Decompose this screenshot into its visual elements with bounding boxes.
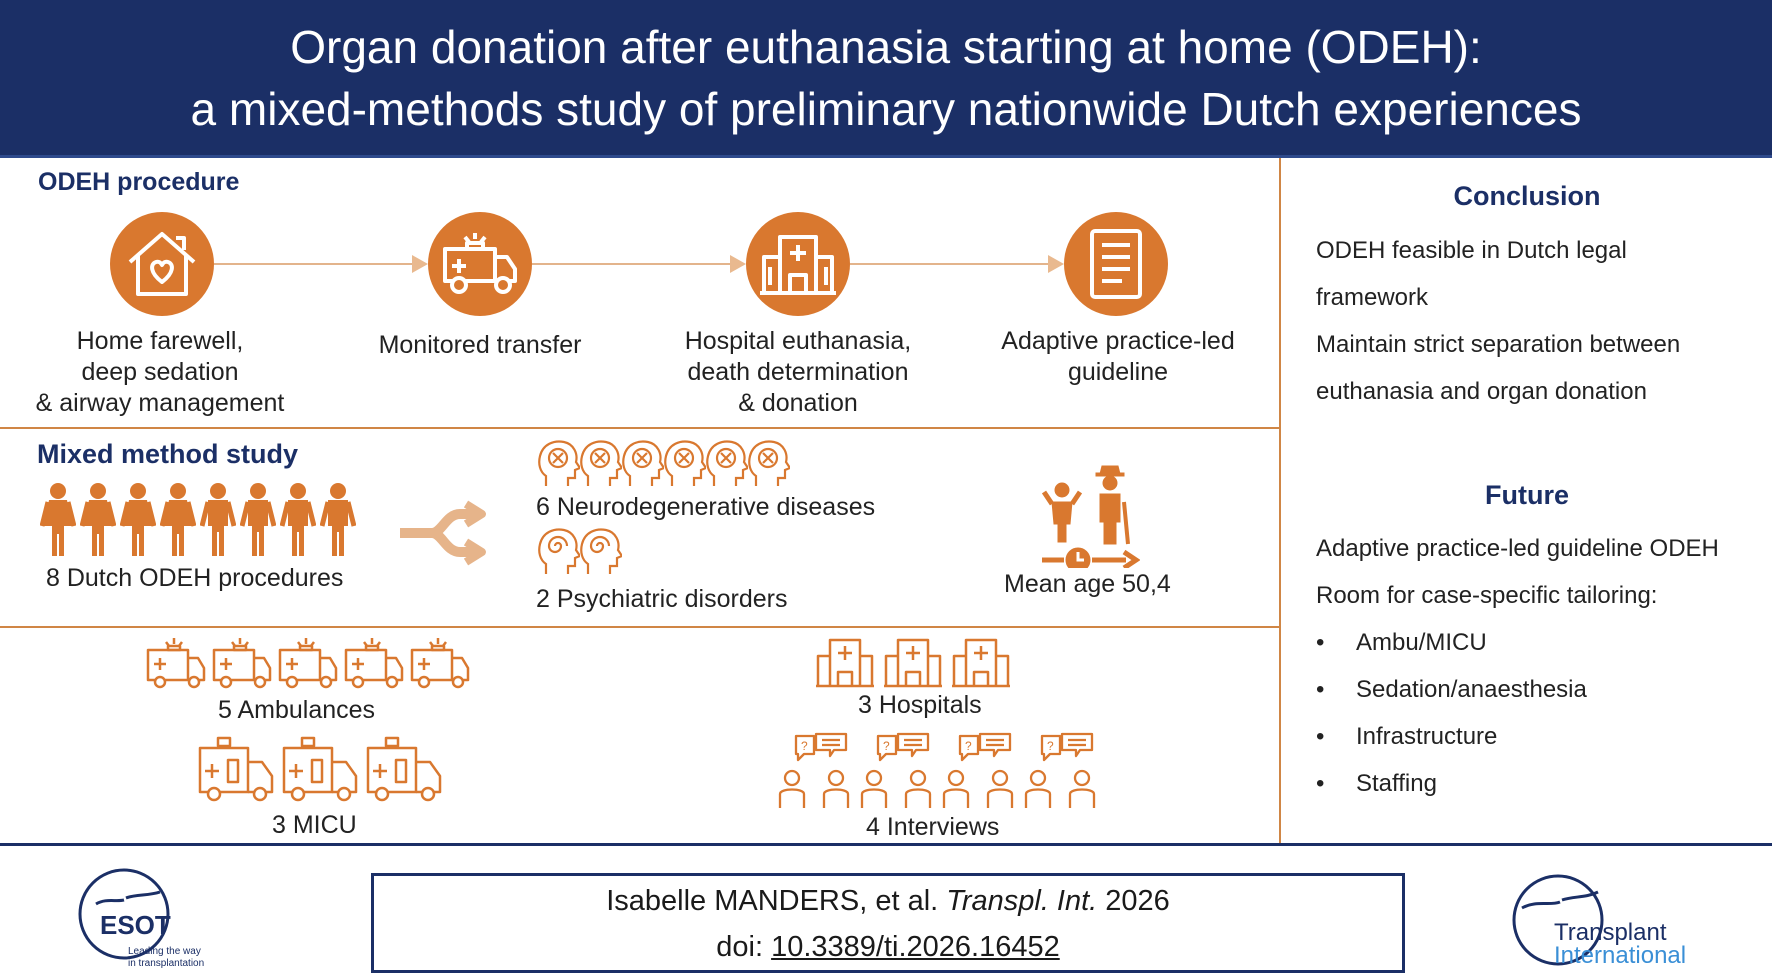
interview-icon-group: ? ? ? ?: [774, 732, 1104, 812]
svg-text:?: ?: [1047, 739, 1054, 753]
psych-label: 2 Psychiatric disorders: [536, 585, 788, 613]
people-icon-group: [40, 482, 360, 558]
hospital-icon: [950, 636, 1012, 688]
ambulance-icon: [408, 636, 472, 692]
ambulance-icon-group: [144, 636, 514, 694]
flow-arrow-1: [214, 255, 428, 273]
conclusion-title: Conclusion: [1453, 181, 1601, 211]
procedure-title: ODEH procedure: [38, 168, 240, 196]
age-timeline-icon: [1040, 452, 1140, 568]
home-heart-icon: [110, 212, 214, 316]
section-divider-1: [0, 427, 1279, 429]
neuro-head-icon-group: [536, 438, 826, 490]
step-3-label: Hospital euthanasia, death determination…: [684, 327, 912, 417]
conclusion-text: ODEH feasible in Dutch legal framework M…: [1316, 237, 1681, 405]
hospital-icon-group: [814, 636, 1044, 688]
svg-text:in transplantation: in transplantation: [128, 958, 204, 969]
neuro-head-icon: [704, 438, 748, 488]
doi-link[interactable]: 10.3389/ti.2026.16452: [771, 931, 1060, 963]
ambulance-icon: [428, 212, 532, 316]
esot-logo: ESOT Leading the way in transplantation: [76, 864, 236, 974]
future-text: Adaptive practice-led guideline ODEH Roo…: [1316, 535, 1719, 609]
ambulance-icon: [144, 636, 208, 692]
future-title: Future: [1485, 480, 1569, 510]
micu-icon: [280, 736, 360, 806]
svg-text:International: International: [1554, 942, 1686, 969]
flow-arrow-3: [850, 255, 1064, 273]
bullet-item: • Staffing: [1316, 770, 1437, 797]
interviews-label: 4 Interviews: [866, 813, 1000, 841]
micu-icon-group: [196, 736, 476, 808]
person-icon: [40, 482, 76, 558]
person-icon: [200, 482, 236, 558]
svg-text:?: ?: [965, 739, 972, 753]
interview-icon: ?: [1020, 732, 1100, 810]
person-icon: [120, 482, 156, 558]
psych-head-icon: [578, 526, 622, 576]
flow-arrow-2: [532, 255, 746, 273]
step-1-label: Home farewell, deep sedation & airway ma…: [35, 327, 285, 417]
step-4-label: Adaptive practice-led guideline: [1001, 327, 1235, 386]
interview-icon: ?: [856, 732, 936, 810]
hospitals-label: 3 Hospitals: [858, 691, 982, 719]
hospital-icon: [746, 212, 850, 316]
bullet-item: • Ambu/MICU: [1316, 629, 1487, 656]
person-icon: [240, 482, 276, 558]
hospital-icon: [814, 636, 876, 688]
neuro-head-icon: [578, 438, 622, 488]
citation-box: Isabelle MANDERS, et al. Transpl. Int. 2…: [371, 873, 1405, 973]
split-arrow-icon: [398, 500, 488, 566]
page-header: Organ donation after euthanasia starting…: [0, 0, 1772, 158]
svg-text:Transplant: Transplant: [1554, 919, 1667, 946]
svg-text:ESOT: ESOT: [100, 910, 171, 940]
micu-icon: [364, 736, 444, 806]
study-title: Mixed method study: [37, 439, 299, 469]
citation-line: Isabelle MANDERS, et al. Transpl. Int. 2…: [606, 885, 1170, 917]
ambulance-icon: [342, 636, 406, 692]
person-icon: [280, 482, 316, 558]
person-icon: [80, 482, 116, 558]
ambulance-icon: [276, 636, 340, 692]
doi-line: doi: 10.3389/ti.2026.16452: [716, 931, 1060, 963]
interview-icon: ?: [774, 732, 854, 810]
age-label: Mean age 50,4: [1004, 570, 1171, 598]
bullet-item: • Sedation/anaesthesia: [1316, 676, 1587, 703]
section-divider-2: [0, 626, 1279, 628]
person-icon: [320, 482, 356, 558]
column-divider: [1279, 158, 1281, 844]
micu-icon: [196, 736, 276, 806]
title-line-1: Organ donation after euthanasia starting…: [290, 21, 1482, 73]
micu-label: 3 MICU: [272, 811, 357, 839]
step-2-label: Monitored transfer: [378, 331, 582, 359]
procedures-label: 8 Dutch ODEH procedures: [46, 564, 344, 592]
svg-text:Leading the way: Leading the way: [128, 946, 201, 957]
footer-divider: [0, 843, 1772, 846]
person-icon: [160, 482, 196, 558]
transplant-international-logo: Transplant International: [1498, 870, 1728, 974]
psych-head-icon-group: [536, 526, 656, 578]
interview-icon: ?: [938, 732, 1018, 810]
ambulance-icon: [210, 636, 274, 692]
ambulances-label: 5 Ambulances: [218, 696, 376, 724]
future-bullets: • Ambu/MICU • Sedation/anaesthesia • Infras…: [1316, 619, 1587, 807]
bullet-item: • Infrastructure: [1316, 723, 1498, 750]
neuro-label: 6 Neurodegenerative diseases: [536, 493, 876, 521]
neuro-head-icon: [746, 438, 790, 488]
hospital-icon: [882, 636, 944, 688]
document-icon: [1064, 212, 1168, 316]
psych-head-icon: [536, 526, 580, 576]
svg-text:?: ?: [801, 739, 808, 753]
neuro-head-icon: [536, 438, 580, 488]
svg-text:?: ?: [883, 739, 890, 753]
neuro-head-icon: [620, 438, 664, 488]
title-line-2: a mixed-methods study of preliminary nat…: [190, 83, 1582, 135]
neuro-head-icon: [662, 438, 706, 488]
